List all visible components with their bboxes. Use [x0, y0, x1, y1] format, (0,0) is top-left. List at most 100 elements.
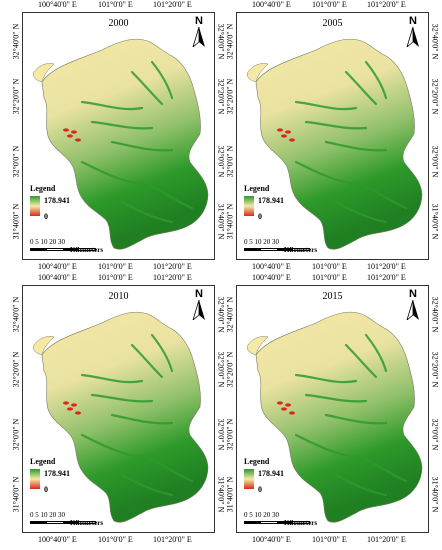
- latitude-label: 32°20'0" N: [430, 351, 440, 388]
- longitude-label: 101°20'0" E: [153, 273, 192, 282]
- legend-min-value: 0: [258, 485, 262, 494]
- north-label: N: [195, 288, 203, 300]
- longitude-label: 100°40'0" E: [38, 535, 77, 544]
- vegetation-ridge: [304, 120, 368, 130]
- low-value-spot: [71, 130, 77, 134]
- map-panel-2000: 2000 N 100°40'0" E 100°40'0" E 101°0'0" E 101…: [12, 0, 226, 271]
- latitude-label: 32°40'0" N: [430, 23, 440, 60]
- latitude-label: 32°0'0" N: [430, 418, 440, 451]
- low-value-spot: [285, 403, 291, 407]
- latitude-label: 32°40'0" N: [216, 23, 226, 60]
- scale-bar-graphic: [30, 248, 96, 251]
- legend-title: Legend: [30, 184, 56, 193]
- north-label: N: [409, 288, 417, 300]
- vegetation-ridge: [80, 100, 144, 111]
- latitude-label: 32°0'0" N: [11, 418, 21, 451]
- low-value-spot: [63, 401, 69, 405]
- longitude-label: 100°40'0" E: [38, 262, 77, 271]
- latitude-label: 32°20'0" N: [216, 78, 226, 115]
- longitude-label: 100°40'0" E: [252, 535, 291, 544]
- longitude-label: 100°40'0" E: [38, 0, 77, 9]
- legend-min-value: 0: [44, 212, 48, 221]
- latitude-label: 32°0'0" N: [225, 418, 235, 451]
- scale-unit: Kilometers: [70, 246, 104, 254]
- vegetation-ridge: [90, 120, 154, 130]
- vegetation-ridge: [110, 140, 174, 152]
- vegetation-ridge: [130, 343, 164, 379]
- legend-title: Legend: [244, 184, 270, 193]
- latitude-label: 32°0'0" N: [216, 145, 226, 178]
- vegetation-map: [33, 38, 209, 250]
- vegetation-ridge: [120, 473, 174, 497]
- longitude-label: 100°40'0" E: [252, 273, 291, 282]
- scale-bar-graphic: [244, 521, 310, 524]
- north-arrow-shape: [192, 26, 205, 49]
- map-frame: [236, 285, 429, 533]
- legend-title: Legend: [244, 457, 270, 466]
- legend-max-value: 178.941: [44, 469, 70, 478]
- legend-max-value: 178.941: [44, 196, 70, 205]
- vegetation-ridge: [294, 373, 358, 384]
- low-value-spot: [289, 411, 295, 415]
- latitude-label: 31°40'0" N: [11, 476, 21, 513]
- scale-bar-graphic: [30, 521, 96, 524]
- low-value-spot: [75, 411, 81, 415]
- longitude-label: 101°0'0" E: [98, 0, 133, 9]
- map-panel-2005: 2005 N 100°40'0" E 100°40'0" E 101°0'0" E 101…: [226, 0, 440, 271]
- latitude-label: 32°0'0" N: [430, 145, 440, 178]
- vegetation-ridge: [354, 453, 408, 483]
- legend-color-ramp: [244, 469, 254, 489]
- latitude-label: 32°20'0" N: [216, 351, 226, 388]
- longitude-label: 101°20'0" E: [367, 273, 406, 282]
- latitude-label: 31°40'0" N: [430, 476, 440, 513]
- map-frame: [236, 12, 429, 260]
- vegetation-ridge: [334, 473, 388, 497]
- vegetation-ridge: [80, 160, 144, 186]
- low-value-spot: [71, 403, 77, 407]
- year-label: 2005: [322, 18, 343, 29]
- vegetation-ridge: [364, 60, 388, 100]
- lake-area: [33, 336, 55, 356]
- north-label: N: [195, 15, 203, 27]
- north-arrow-shape: [192, 299, 205, 322]
- vegetation-ridge: [354, 180, 408, 210]
- scale-numbers: 0 5 10 20 30: [30, 511, 65, 519]
- year-label: 2010: [108, 291, 129, 302]
- year-label: 2015: [322, 291, 343, 302]
- north-arrow-icon: N: [405, 16, 421, 52]
- low-value-spot: [75, 138, 81, 142]
- longitude-label: 101°0'0" E: [312, 273, 347, 282]
- latitude-label: 32°0'0" N: [11, 145, 21, 178]
- vegetation-ridge: [294, 433, 358, 459]
- latitude-label: 32°20'0" N: [225, 351, 235, 388]
- latitude-label: 32°40'0" N: [225, 296, 235, 333]
- scale-unit: Kilometers: [70, 519, 104, 527]
- longitude-label: 100°40'0" E: [252, 0, 291, 9]
- legend: Legend 178.941 0: [244, 184, 284, 221]
- north-arrow-icon: N: [405, 289, 421, 325]
- north-arrow-icon: N: [191, 16, 207, 52]
- low-value-spot: [67, 134, 73, 138]
- map-panel-2015: 2015 N 100°40'0" E 100°40'0" E 101°0'0" E 101…: [226, 273, 440, 544]
- longitude-label: 101°20'0" E: [153, 262, 192, 271]
- vegetation-ridge: [80, 373, 144, 384]
- low-value-spot: [289, 138, 295, 142]
- longitude-label: 101°0'0" E: [98, 273, 133, 282]
- longitude-label: 101°20'0" E: [153, 0, 192, 9]
- latitude-label: 32°20'0" N: [430, 78, 440, 115]
- legend-max-value: 178.941: [258, 196, 284, 205]
- map-frame: [22, 285, 215, 533]
- latitude-label: 31°40'0" N: [225, 476, 235, 513]
- vegetation-ridge: [344, 70, 378, 106]
- latitude-label: 31°40'0" N: [11, 203, 21, 240]
- longitude-label: 101°20'0" E: [367, 535, 406, 544]
- latitude-label: 32°40'0" N: [11, 23, 21, 60]
- vegetation-ridge: [294, 100, 358, 111]
- vegetation-ridge: [140, 180, 194, 210]
- vegetation-ridge: [80, 433, 144, 459]
- low-value-spot: [281, 407, 287, 411]
- legend: Legend 178.941 0: [30, 457, 70, 494]
- lake-area: [33, 63, 55, 83]
- vegetation-map: [33, 311, 209, 523]
- low-value-spot: [277, 128, 283, 132]
